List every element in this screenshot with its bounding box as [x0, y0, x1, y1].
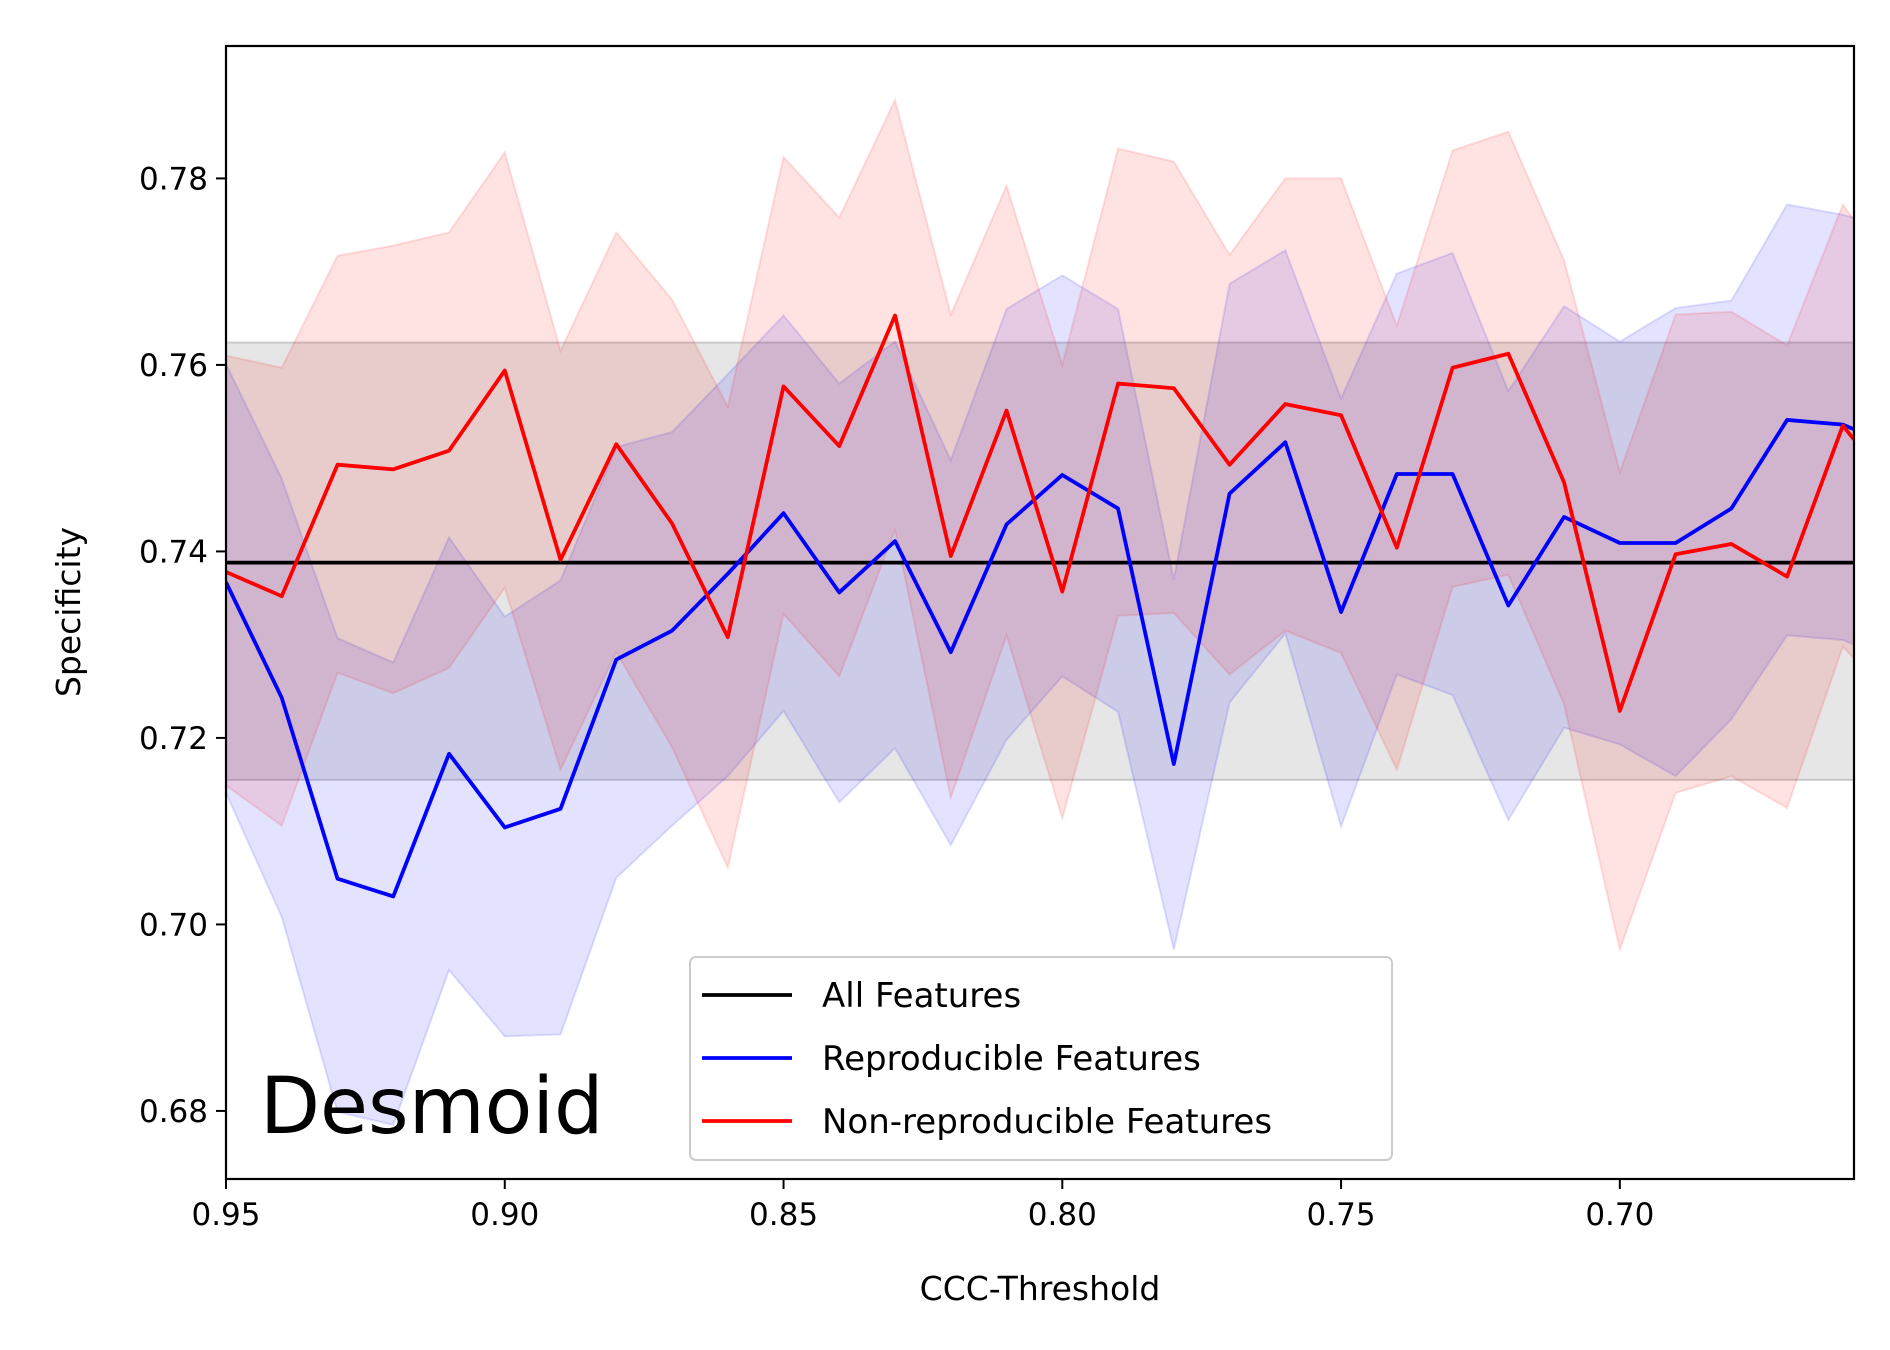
x-tick-label: 0.70 — [1585, 1197, 1654, 1233]
x-tick-label: 0.90 — [470, 1197, 539, 1233]
reproducible-features-band — [226, 203, 1854, 1127]
plot-frame — [224, 44, 1856, 1181]
series-lines — [226, 313, 1854, 899]
non-reproducible-features-legend-label: Non-reproducible Features — [822, 1102, 1272, 1142]
y-tick-label: 0.68 — [139, 1094, 208, 1130]
y-axis-label: Specificity — [49, 527, 88, 697]
all-features-legend-label: All Features — [822, 976, 1021, 1016]
x-axis-label: CCC-Threshold — [920, 1269, 1161, 1308]
y-axis-ticks: 0.68 0.70 0.72 0.74 0.76 0.78 — [139, 161, 226, 1130]
y-tick-label: 0.72 — [139, 721, 208, 757]
legend-box — [689, 956, 1393, 1161]
x-axis-ticks: 0.95 0.90 0.85 0.80 0.75 0.70 — [191, 1179, 1654, 1233]
y-tick-label: 0.78 — [139, 161, 208, 197]
y-tick-label: 0.70 — [139, 907, 208, 943]
non-reproducible-features-line — [226, 313, 1854, 713]
x-tick-label: 0.95 — [191, 1197, 260, 1233]
x-tick-label: 0.85 — [749, 1197, 818, 1233]
x-tick-label: 0.75 — [1307, 1197, 1376, 1233]
reproducible-features-line — [226, 418, 1854, 899]
reproducible-features-legend-label: Reproducible Features — [822, 1039, 1201, 1079]
y-tick-label: 0.76 — [139, 348, 208, 384]
legend: All Features Reproducible Features Non-rep… — [689, 956, 1393, 1161]
x-tick-label: 0.80 — [1028, 1197, 1097, 1233]
y-tick-label: 0.74 — [139, 534, 208, 570]
chart-annotation: Desmoid — [260, 1062, 604, 1152]
